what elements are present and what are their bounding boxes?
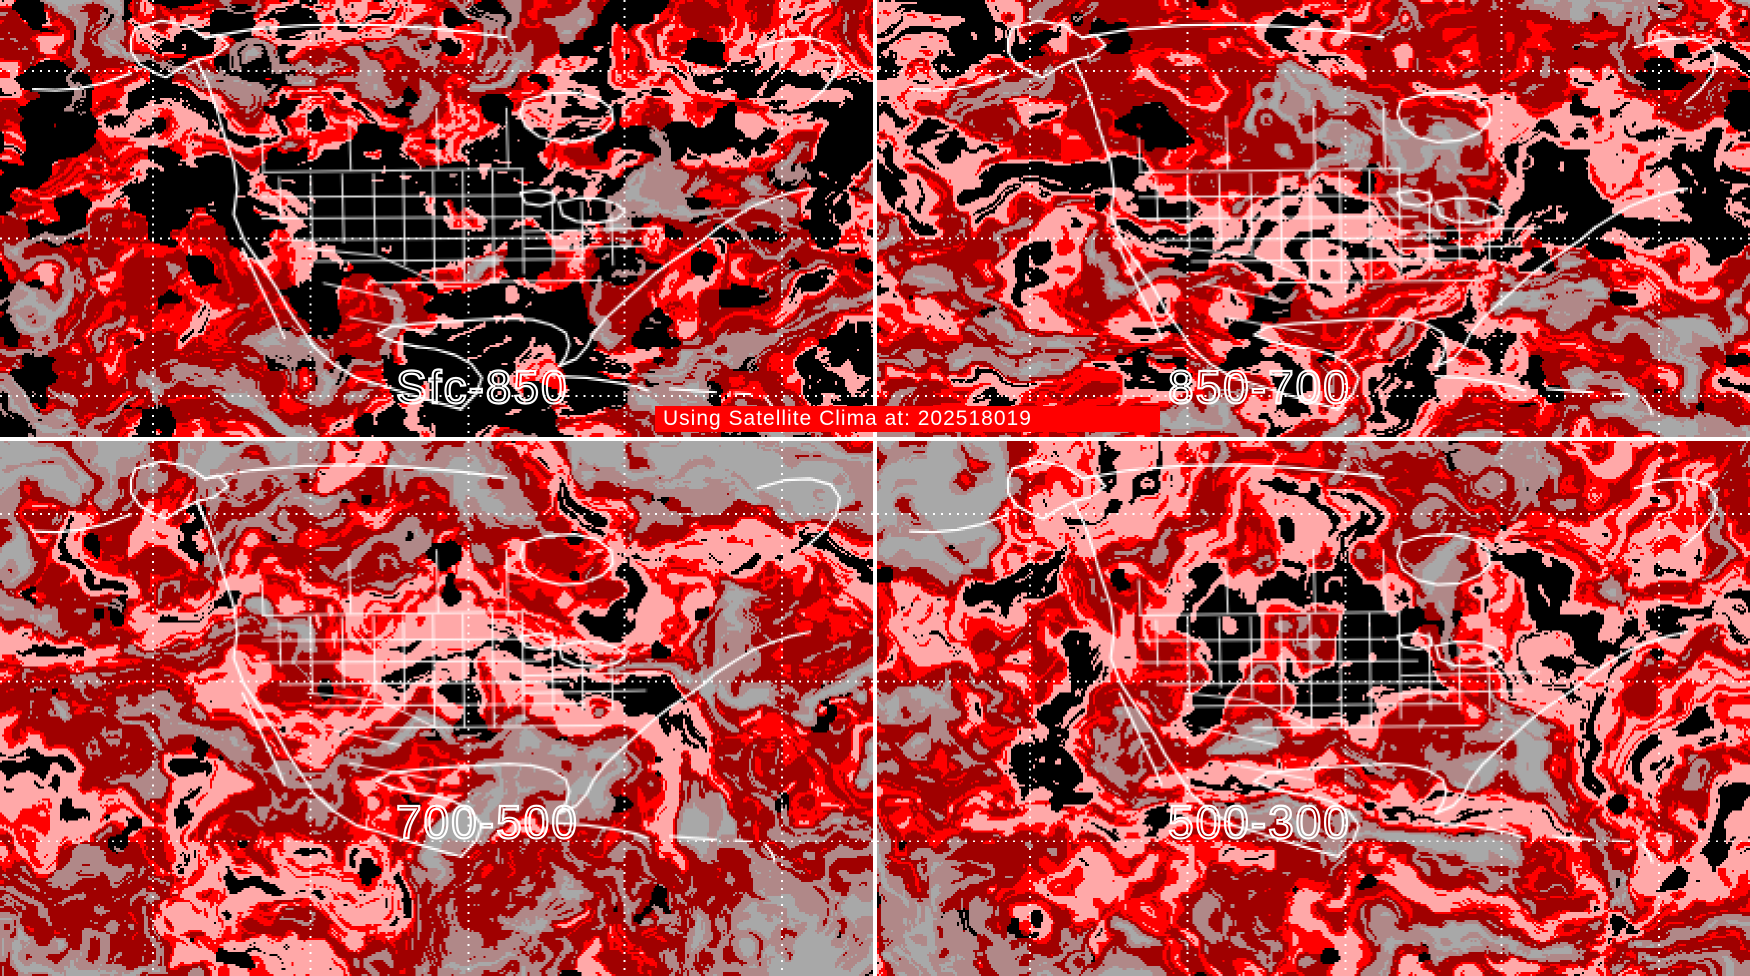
map-raster-500-300 [877,441,1750,976]
panel-divider-horizontal [0,437,1750,441]
status-banner-text: Using Satellite Clima at: 202518019 [663,407,1032,430]
panel-divider-vertical [873,0,877,976]
map-raster-sfc-850 [0,0,873,437]
map-panel-700-500 [0,441,873,976]
status-banner: Using Satellite Clima at: 202518019 [655,406,1160,432]
map-panel-sfc-850 [0,0,873,437]
map-panel-500-300 [877,441,1750,976]
map-panel-850-700 [877,0,1750,437]
map-raster-850-700 [877,0,1750,437]
map-raster-700-500 [0,441,873,976]
